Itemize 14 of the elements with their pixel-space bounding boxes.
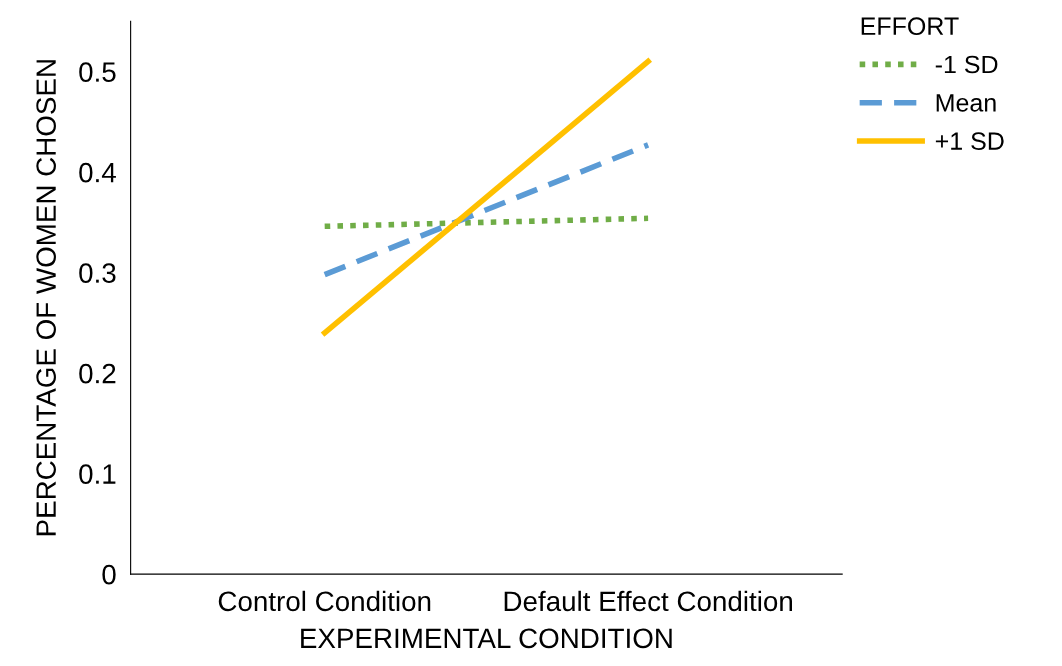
x-tick-label: Default Effect Condition [504,590,792,612]
y-tick-label: 0.3 [79,263,116,283]
y-axis-title: PERCENTAGE OF WOMEN CHOSEN [36,60,56,536]
y-tick-label: 0.1 [79,464,116,484]
y-tick-label: 0 [102,564,116,585]
legend-label: Mean [936,94,996,112]
x-tick-label: Control Condition [218,590,431,612]
y-tick-label: 0.4 [79,162,116,183]
legend-label: -1 SD [935,55,998,74]
y-tick-label: 0.2 [79,363,116,384]
y-tick-label: 0.5 [79,62,116,82]
legend-label: +1 SD [935,132,1004,150]
legend-title: EFFORT [861,17,959,36]
x-axis-title: EXPERIMENTAL CONDITION [301,628,672,649]
